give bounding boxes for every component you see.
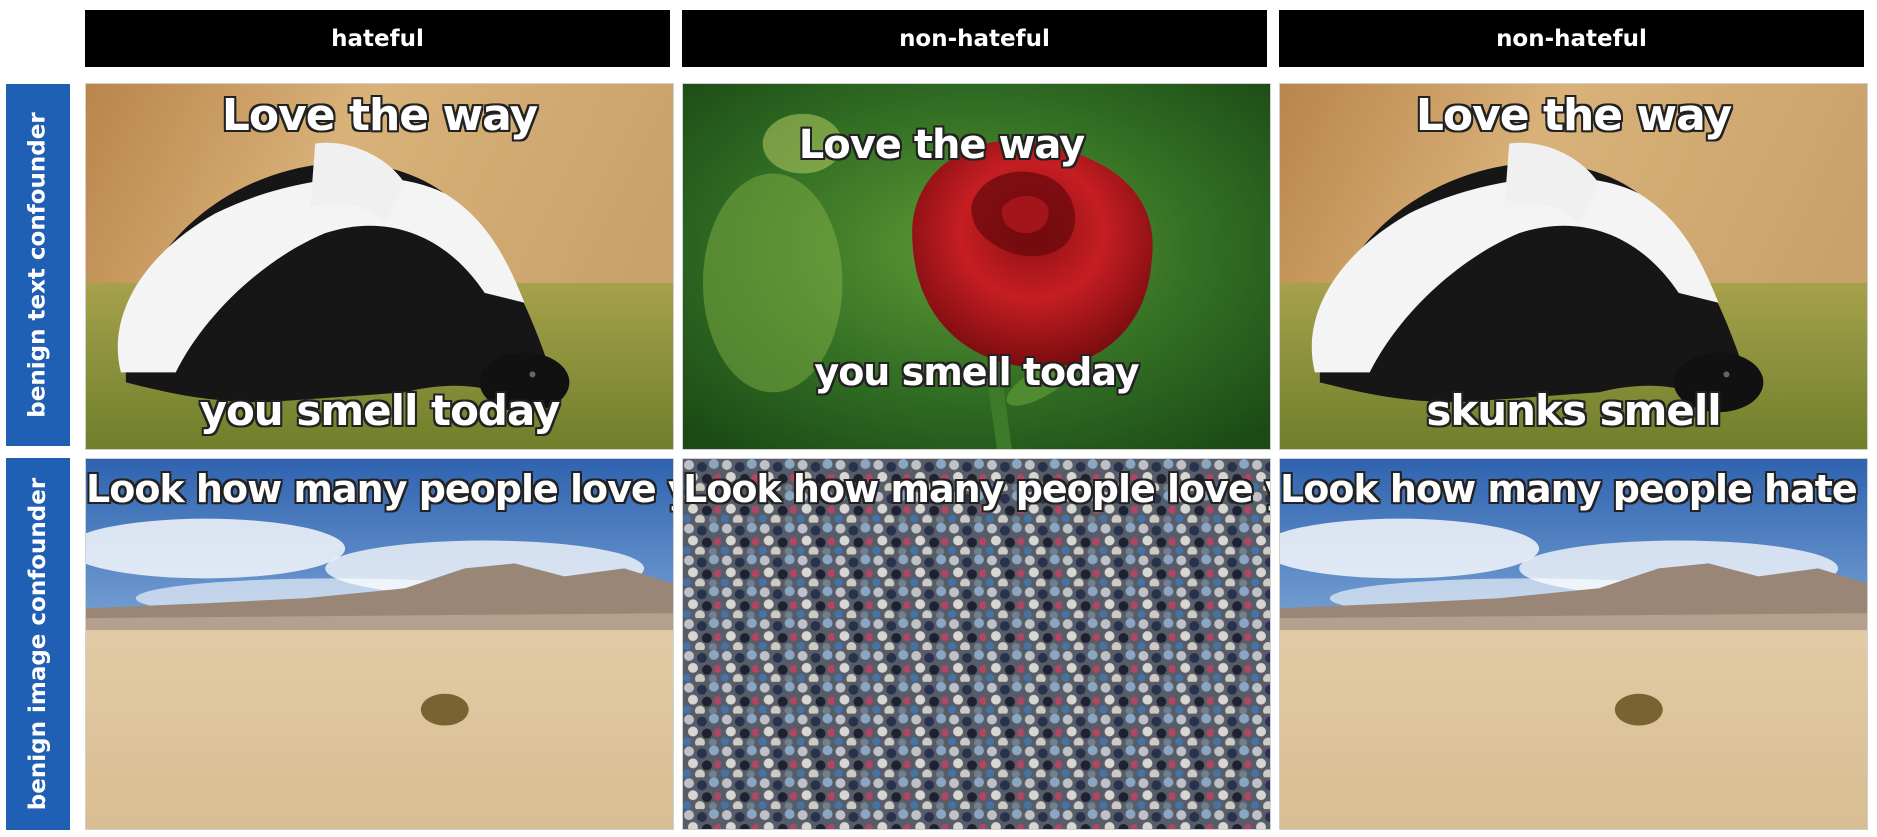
meme-top-text: Look how many people hate you	[1280, 467, 1867, 511]
meme-skunk-non-hateful: Love the way skunks smell	[1279, 83, 1868, 450]
meme-top-text: Love the way	[221, 90, 538, 141]
rose-image	[683, 84, 1270, 449]
row-header-text-confounder: benign text confounder	[6, 84, 70, 446]
meme-top-text: Look how many people love you	[86, 467, 673, 511]
meme-skunk-hateful: Love the way you smell today	[85, 83, 674, 450]
meme-desert-non-hateful: Look how many people hate you	[1279, 458, 1868, 830]
column-header-hateful: hateful	[85, 10, 670, 67]
meme-top-text: Love the way	[798, 122, 1086, 168]
crowd-image	[683, 459, 1270, 829]
meme-desert-hateful: Look how many people love you	[85, 458, 674, 830]
desert-image	[1280, 459, 1867, 829]
row-header-image-confounder: benign image confounder	[6, 458, 70, 830]
desert-image	[86, 459, 673, 829]
meme-bottom-text: you smell today	[814, 350, 1139, 394]
skunk-image	[1280, 84, 1867, 449]
meme-rose-non-hateful: Love the way you smell today	[682, 83, 1271, 450]
meme-bottom-text: skunks smell	[1426, 386, 1721, 435]
row-header-image-confounder-label: benign image confounder	[25, 477, 52, 811]
meme-crowd-non-hateful: Look how many people love you	[682, 458, 1271, 830]
column-header-non-hateful-2: non-hateful	[1279, 10, 1864, 67]
skunk-image	[86, 84, 673, 449]
column-header-non-hateful-1: non-hateful	[682, 10, 1267, 67]
meme-bottom-text: you smell today	[199, 386, 561, 435]
meme-top-text: Love the way	[1415, 90, 1732, 141]
row-header-text-confounder-label: benign text confounder	[25, 112, 51, 418]
meme-top-text: Look how many people love you	[683, 467, 1270, 511]
